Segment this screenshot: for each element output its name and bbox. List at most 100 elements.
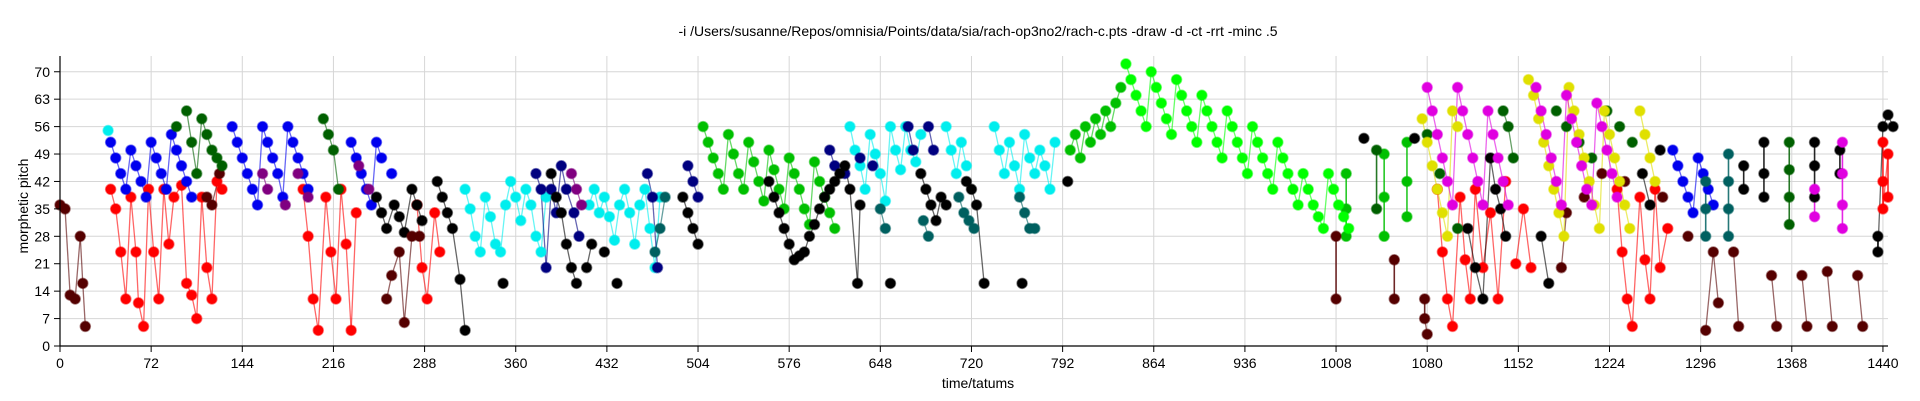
data-point <box>915 128 927 141</box>
data-point <box>1431 183 1444 196</box>
data-point <box>1502 199 1514 211</box>
series-segment <box>975 204 985 284</box>
data-point <box>628 238 641 250</box>
data-point <box>216 183 228 196</box>
series-segment <box>1464 259 1471 300</box>
data-point <box>515 214 527 227</box>
data-point <box>1722 203 1735 215</box>
data-point <box>808 218 821 231</box>
data-point <box>598 246 611 258</box>
data-point <box>1421 328 1433 340</box>
data-point <box>978 277 990 290</box>
data-point <box>1626 136 1639 149</box>
data-point <box>1699 203 1712 215</box>
series-segment <box>1446 110 1454 237</box>
data-point <box>340 238 352 250</box>
series-segment <box>1469 189 1476 300</box>
data-point <box>608 234 621 246</box>
data-point <box>1796 269 1808 282</box>
data-point <box>1877 203 1889 215</box>
data-point <box>1436 152 1449 164</box>
data-point <box>79 320 92 333</box>
data-point <box>1555 261 1568 274</box>
data-point <box>1826 320 1839 333</box>
data-point <box>763 144 775 156</box>
data-point <box>135 175 147 188</box>
data-point <box>147 246 160 258</box>
data-point <box>1783 163 1796 176</box>
data-point <box>915 167 927 180</box>
data-point <box>393 210 406 223</box>
data-point <box>256 167 269 180</box>
data-point <box>692 191 704 203</box>
data-point <box>945 144 957 156</box>
series-segment <box>856 204 861 284</box>
data-point <box>1522 73 1535 86</box>
series-segment <box>1560 95 1568 205</box>
data-point <box>1783 136 1796 149</box>
series-segment <box>350 212 357 331</box>
data-point <box>778 222 790 235</box>
x-tick-label: 936 <box>1233 355 1257 371</box>
data-point <box>1555 199 1568 211</box>
data-point <box>1120 58 1132 70</box>
data-point <box>302 191 314 203</box>
series-segment <box>307 236 314 300</box>
data-point <box>246 183 259 196</box>
data-point <box>302 230 314 243</box>
series-segment <box>426 212 436 300</box>
data-point <box>74 230 87 243</box>
y-tick-label: 0 <box>42 338 50 354</box>
data-point <box>874 203 887 215</box>
data-point <box>1586 199 1598 211</box>
data-point <box>1525 261 1537 274</box>
data-point <box>375 152 388 164</box>
data-point <box>109 203 122 215</box>
data-point <box>1426 105 1439 117</box>
x-tick-label: 432 <box>595 355 619 371</box>
x-tick-label: 288 <box>413 355 437 371</box>
data-point <box>1401 175 1413 188</box>
data-point <box>783 238 795 250</box>
y-tick-label: 56 <box>34 119 50 135</box>
data-point <box>241 167 254 180</box>
data-point <box>125 191 137 203</box>
x-tick-label: 1152 <box>1503 355 1533 371</box>
data-point <box>231 136 243 149</box>
data-point <box>1699 230 1712 243</box>
data-point <box>1667 144 1679 156</box>
data-point <box>593 207 606 219</box>
data-point <box>413 230 426 243</box>
data-point <box>1801 320 1813 333</box>
data-point <box>813 203 826 215</box>
data-point <box>261 136 274 149</box>
data-point <box>773 207 785 219</box>
data-point <box>940 199 952 211</box>
data-point <box>1677 175 1689 188</box>
y-tick-label: 70 <box>34 64 50 80</box>
data-point <box>1211 136 1223 149</box>
x-tick-label: 0 <box>56 355 64 371</box>
data-point <box>1510 257 1522 270</box>
series-segment <box>1246 126 1254 174</box>
data-point <box>454 273 466 286</box>
data-point <box>1446 320 1459 333</box>
data-point <box>1099 105 1112 117</box>
x-tick-label: 648 <box>869 355 893 371</box>
data-point <box>150 152 162 164</box>
data-point <box>879 222 892 235</box>
data-point <box>844 183 856 196</box>
data-point <box>459 183 471 196</box>
series-segment <box>849 189 859 284</box>
data-point <box>618 183 631 196</box>
data-point <box>1654 261 1666 274</box>
data-point <box>350 207 362 219</box>
data-point <box>849 144 861 156</box>
data-point <box>940 120 952 133</box>
data-point <box>102 124 114 137</box>
data-point <box>864 128 876 141</box>
data-point <box>550 191 562 203</box>
x-tick-label: 504 <box>686 355 710 371</box>
series-segment <box>1705 251 1714 331</box>
data-point <box>185 289 198 301</box>
